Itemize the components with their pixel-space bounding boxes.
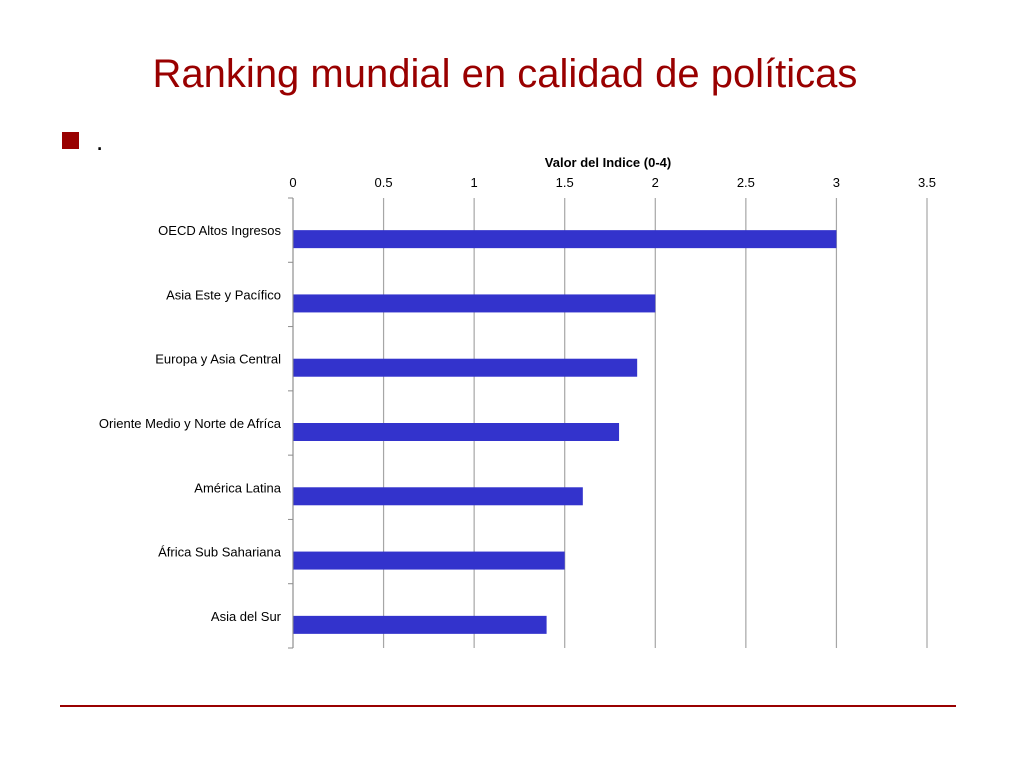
category-label: América Latina [194,480,281,495]
bottom-divider [60,705,956,707]
bar [293,358,638,377]
category-label: Asia Este y Pacífico [166,287,281,302]
bar [293,487,583,506]
x-tick-label: 1.5 [556,175,574,190]
bars [293,230,837,634]
x-axis-label: Valor del Indice (0-4) [545,155,671,170]
bar [293,615,547,634]
category-label: África Sub Sahariana [158,545,282,560]
axes [288,197,294,649]
slide-title: Ranking mundial en calidad de políticas [152,52,858,96]
bullet-text: . [96,126,104,156]
bar [293,423,620,441]
x-tick-label: 0 [289,175,296,190]
x-tick-label: 2.5 [737,175,755,190]
x-tick-label: 3 [833,175,840,190]
category-label: Europa y Asia Central [155,352,281,367]
category-label: Oriente Medio y Norte de Afríca [99,416,282,431]
bar [293,230,837,249]
category-label: OECD Altos Ingresos [158,223,281,238]
x-tick-label: 2 [652,175,659,190]
x-tick-label: 3.5 [918,175,936,190]
labels: 0 0.5 1 1.5 2 2.5 3 3.5 Valor del Indice (0-4) OE… [99,155,936,624]
bar [293,551,565,570]
x-tick-label: 1 [471,175,478,190]
category-label: Asia del Sur [211,609,282,624]
bar [293,294,656,313]
bullet-square-icon [62,132,79,149]
x-tick-label: 0.5 [375,175,393,190]
